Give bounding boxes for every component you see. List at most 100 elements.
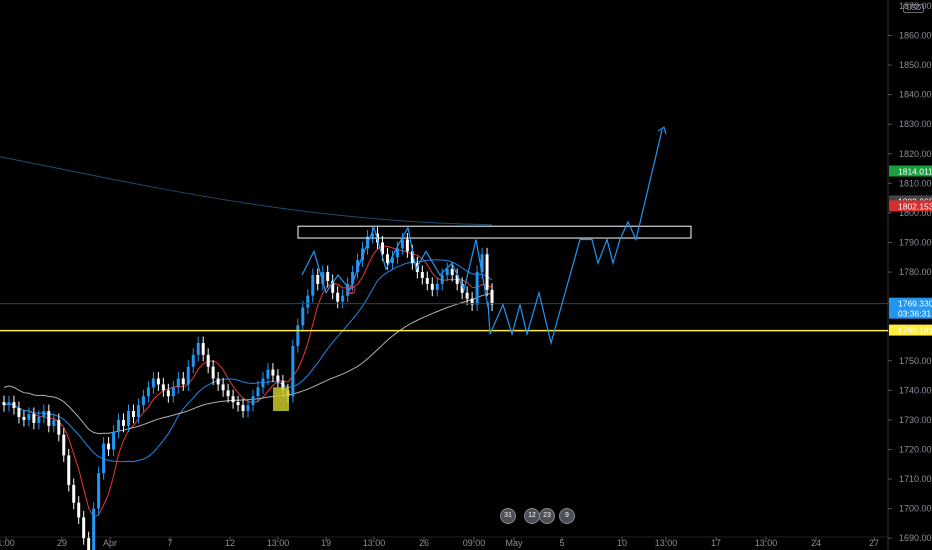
candle [435,283,439,290]
candle [102,443,106,474]
candle [52,419,56,426]
candle [211,366,215,379]
candle [261,378,265,388]
candle [77,502,81,518]
candles [2,227,494,550]
price-tag [889,200,932,212]
candle [430,283,434,290]
x-tick-label: 29 [57,538,67,548]
grid [0,0,889,550]
y-tick-label: 1830.000 [899,119,932,129]
event-badge[interactable]: 12 [524,508,540,524]
candle [450,269,454,275]
candle [201,343,205,355]
candle [22,416,26,420]
candle [27,413,31,420]
candle [127,411,130,426]
drawings: D [0,126,888,412]
candle [475,272,479,305]
candle [37,416,41,423]
y-tick-label: 1720.000 [899,444,932,454]
y-tick-label: 1810.000 [899,178,932,188]
candle [400,239,404,249]
x-tick-label: 24 [811,538,821,548]
candle [256,387,260,397]
candle [271,369,275,376]
candle [107,443,111,450]
candle [356,260,360,273]
candle [470,298,474,305]
candle [246,405,250,412]
candle [181,378,185,385]
divergence-marker [346,285,356,295]
price-axis: 1870.000 1860.000 1850.000 1840.000 1830.000… [888,1,932,543]
candle [47,411,51,426]
x-tick-label: Apr [103,538,117,548]
y-tick-label: 1800.000 [899,208,932,218]
candle [425,277,429,284]
candle [156,378,160,385]
x-tick-label: 10 [617,538,627,548]
price-tag-label: 1769.330 [898,299,932,309]
candle [141,396,145,406]
y-tick-label: 1710.000 [899,474,932,484]
price-tag [889,297,932,319]
candle [87,538,91,550]
candle [281,381,285,391]
y-tick-label: 1820.000 [899,149,932,159]
candle [371,233,375,237]
candle [460,283,464,293]
y-tick-label: 1690.000 [899,533,932,543]
x-tick-label: May [505,538,523,548]
candle [291,345,295,397]
candle [420,272,424,278]
candle [306,295,310,308]
highlight-marker [273,387,289,412]
candle [92,508,96,550]
y-tick-label: 1700.000 [899,504,932,514]
price-tags: 1814.0111803.8681802.1531769.33003:36:31… [889,165,932,336]
candle [465,292,469,299]
candle [395,248,399,258]
event-badge[interactable]: 9 [559,508,575,524]
divergence-marker-label: D [349,289,354,295]
y-tick-label: 1740.000 [899,385,932,395]
candle [57,419,61,435]
x-tick-label: 13:00 [363,538,386,548]
x-tick-label: 26 [419,538,429,548]
candle [136,405,140,417]
price-tag-label: 1814.011 [898,167,932,177]
candle [161,384,165,391]
candle [410,251,414,264]
candle [2,402,6,406]
candle [311,275,315,296]
x-tick-label: 12 [225,538,235,548]
candle [12,402,16,409]
y-tick-label: 1780.000 [899,267,932,277]
x-tick-label: 13:00 [267,538,290,548]
candle [122,419,126,426]
x-tick-label: 19 [321,538,331,548]
candle [455,275,459,284]
candle [221,384,225,391]
candle [321,272,325,284]
candle [112,431,116,450]
event-badge[interactable]: 23 [539,508,555,524]
projection-path [487,129,663,346]
event-badge[interactable]: 31 [500,508,516,524]
candle [236,402,240,406]
candle [17,408,21,417]
candle [191,354,195,367]
candle [331,280,335,293]
y-tick-label: 1790.000 [899,237,932,247]
price-tag-label: 1802.153 [898,201,932,211]
y-tick-label: 1870.000 [899,1,932,11]
ma-long-line [0,156,493,226]
candle [42,411,46,417]
candle [326,272,330,281]
candle [97,473,101,509]
candle [166,390,170,397]
candle [131,411,135,417]
x-tick-label: 27 [869,538,879,548]
